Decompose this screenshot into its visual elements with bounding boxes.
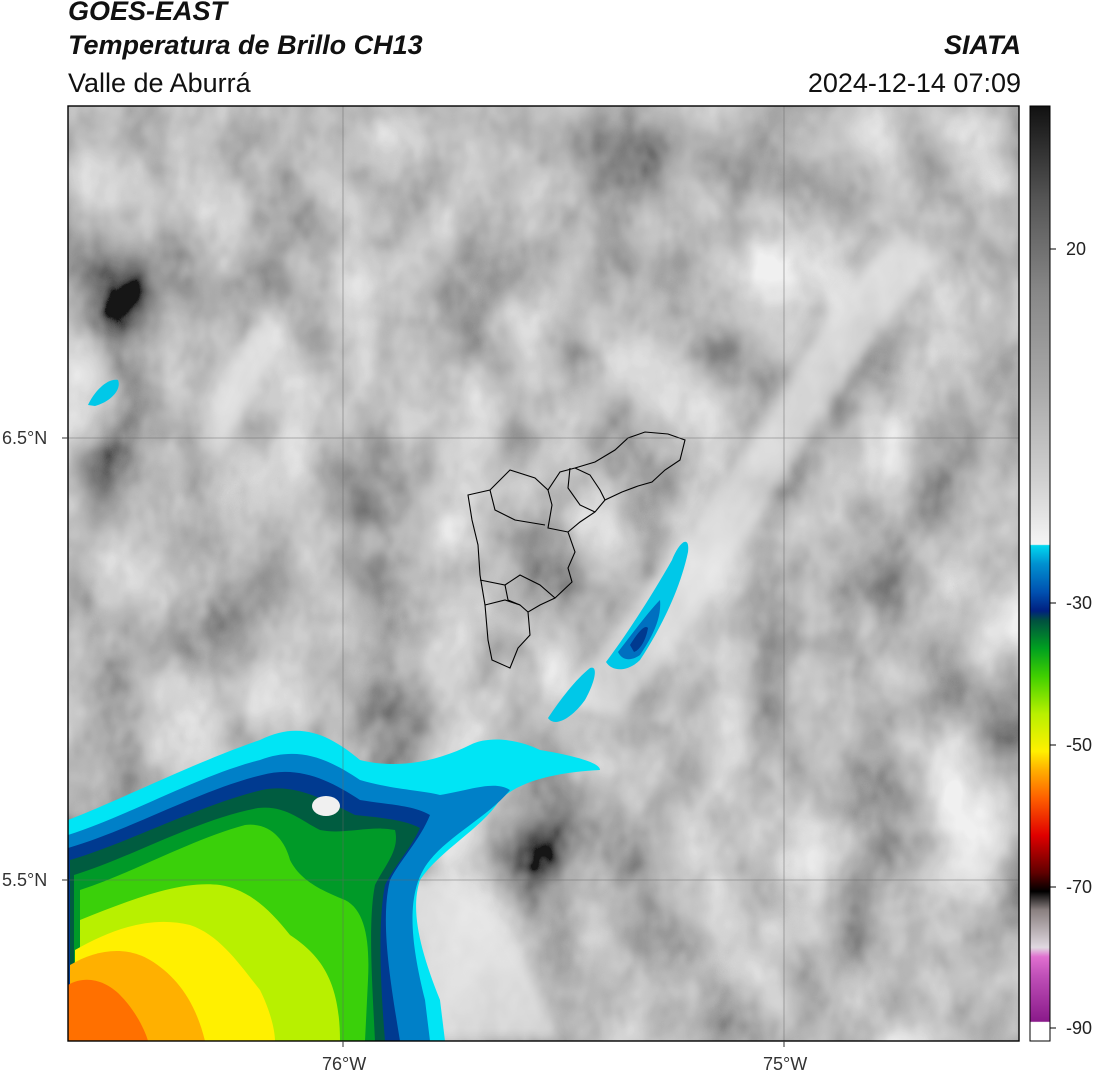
lon-label-76w: 76°W bbox=[322, 1054, 367, 1074]
colorbar-label-minus90: -90 bbox=[1066, 1018, 1093, 1038]
cold-cloud-system bbox=[68, 730, 600, 1041]
datetime-label: 2024-12-14 07:09 bbox=[807, 68, 1021, 98]
colorbar-label-minus50: -50 bbox=[1066, 735, 1093, 755]
valle-aburra-outline bbox=[467, 431, 686, 669]
colorbar-ticks bbox=[1050, 248, 1056, 1029]
colorbar-label-minus30: -30 bbox=[1066, 593, 1093, 613]
axis-ticks bbox=[62, 437, 785, 1047]
colorbar bbox=[1030, 106, 1050, 1041]
colorbar-label-minus70: -70 bbox=[1066, 877, 1093, 897]
colorbar-label-20: 20 bbox=[1066, 239, 1087, 259]
region-title: Valle de Aburrá bbox=[68, 68, 251, 98]
lon-label-75w: 75°W bbox=[763, 1054, 808, 1074]
brightness-temperature-field bbox=[68, 106, 1019, 1041]
graticule bbox=[68, 106, 1019, 1041]
lat-label-6-5: 6.5°N bbox=[2, 428, 48, 448]
map-frame bbox=[67, 105, 1020, 1042]
satellite-title: GOES-EAST bbox=[68, 0, 228, 26]
product-title: Temperatura de Brillo CH13 bbox=[68, 30, 423, 60]
lat-label-5-5: 5.5°N bbox=[2, 870, 48, 890]
cloud-streak bbox=[88, 379, 689, 722]
colorbar-frame bbox=[1029, 105, 1051, 1042]
agency-title: SIATA bbox=[944, 30, 1021, 60]
